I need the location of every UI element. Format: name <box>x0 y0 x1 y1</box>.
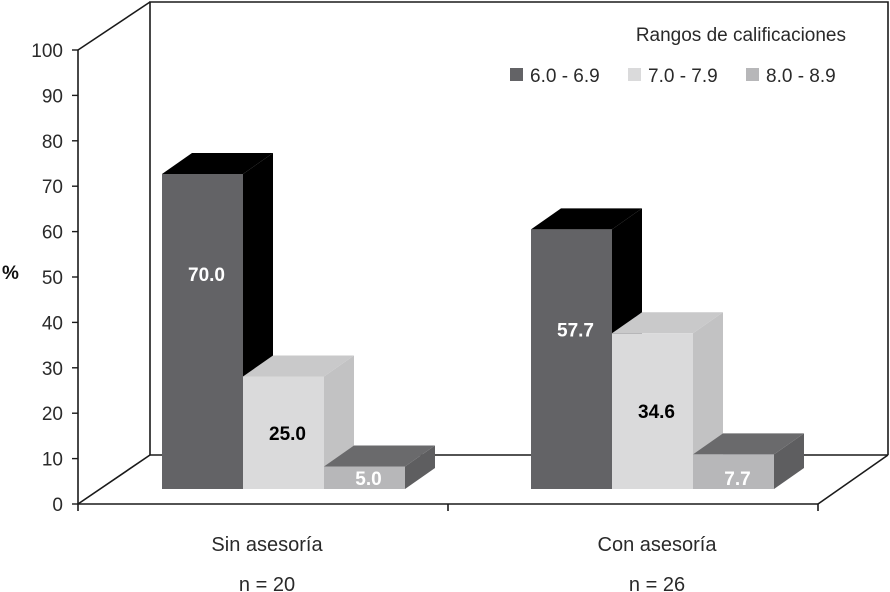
y-tick-label-9: 90 <box>42 86 63 107</box>
y-tick-label-4: 40 <box>42 313 63 334</box>
data-label-1-0: 57.7 <box>557 320 594 341</box>
category-note-1: n = 26 <box>629 574 685 592</box>
floor-left-diagonal <box>77 454 151 505</box>
bar-1-2: 7.7 <box>693 433 804 490</box>
bar-1-1: 34.6 <box>612 312 723 489</box>
bar-front-0-2 <box>324 466 405 489</box>
y-tick-label-10: 100 <box>31 41 63 62</box>
y-tick-label-3: 30 <box>42 359 63 380</box>
y-tick-label-2: 20 <box>42 404 63 425</box>
wall-top-diagonal <box>77 1 151 51</box>
data-label-0-0: 70.0 <box>188 265 225 286</box>
bar-top-1-0 <box>531 208 642 230</box>
y-tick-label-1: 10 <box>42 450 63 471</box>
y-tick-label-6: 60 <box>42 223 63 244</box>
back-wall-left-edge <box>149 1 889 455</box>
bar-top-0-1 <box>243 355 354 377</box>
bar-0-2: 5.0 <box>324 445 435 490</box>
bar-front-1-1 <box>612 333 693 489</box>
legend-swatch-1 <box>628 68 641 81</box>
y-tick-label-7: 70 <box>42 177 63 198</box>
data-label-1-1: 34.6 <box>638 402 675 423</box>
y-axis-ticks: 0 10 20 30 40 50 60 70 80 90 100 <box>31 41 78 516</box>
bar-front-0-1 <box>243 376 324 489</box>
data-label-1-2: 7.7 <box>724 469 750 490</box>
legend: Rangos de calificaciones 6.0 - 6.9 7.0 - 7… <box>510 25 846 87</box>
bar-top-0-2 <box>324 445 435 467</box>
y-tick-label-5: 50 <box>42 268 63 289</box>
data-label-0-2: 5.0 <box>355 469 381 490</box>
data-label-0-1: 25.0 <box>269 424 306 445</box>
legend-swatch-2 <box>746 68 759 81</box>
bar-top-0-0 <box>162 153 273 174</box>
bar-top-1-1 <box>612 312 723 334</box>
bars: 70.0 25.0 5.0 57.7 34.6 7.7 <box>162 153 804 490</box>
y-axis-label: % <box>2 263 19 284</box>
y-tick-label-0: 0 <box>52 495 63 516</box>
floor-right-diagonal <box>817 454 889 505</box>
legend-title: Rangos de calificaciones <box>636 25 846 46</box>
bar-0-0: 70.0 <box>162 153 273 489</box>
bar-side-0-2 <box>405 445 435 489</box>
legend-swatch-0 <box>510 68 523 81</box>
bar-front-1-0 <box>531 229 612 489</box>
category-label-0: Sin asesoría <box>211 534 323 556</box>
category-note-0: n = 20 <box>239 574 295 592</box>
legend-label-0: 6.0 - 6.9 <box>530 66 600 87</box>
bar-side-1-2 <box>774 433 804 489</box>
bar-top-1-2 <box>693 433 804 455</box>
legend-label-2: 8.0 - 8.9 <box>766 66 836 87</box>
bar-front-0-0 <box>162 174 243 489</box>
legend-label-1: 7.0 - 7.9 <box>648 66 718 87</box>
category-label-1: Con asesoría <box>598 534 718 556</box>
x-axis-categories: Sin asesoría n = 20 Con asesoría n = 26 <box>211 534 717 592</box>
bar-front-1-2 <box>693 454 774 489</box>
y-tick-label-8: 80 <box>42 132 63 153</box>
